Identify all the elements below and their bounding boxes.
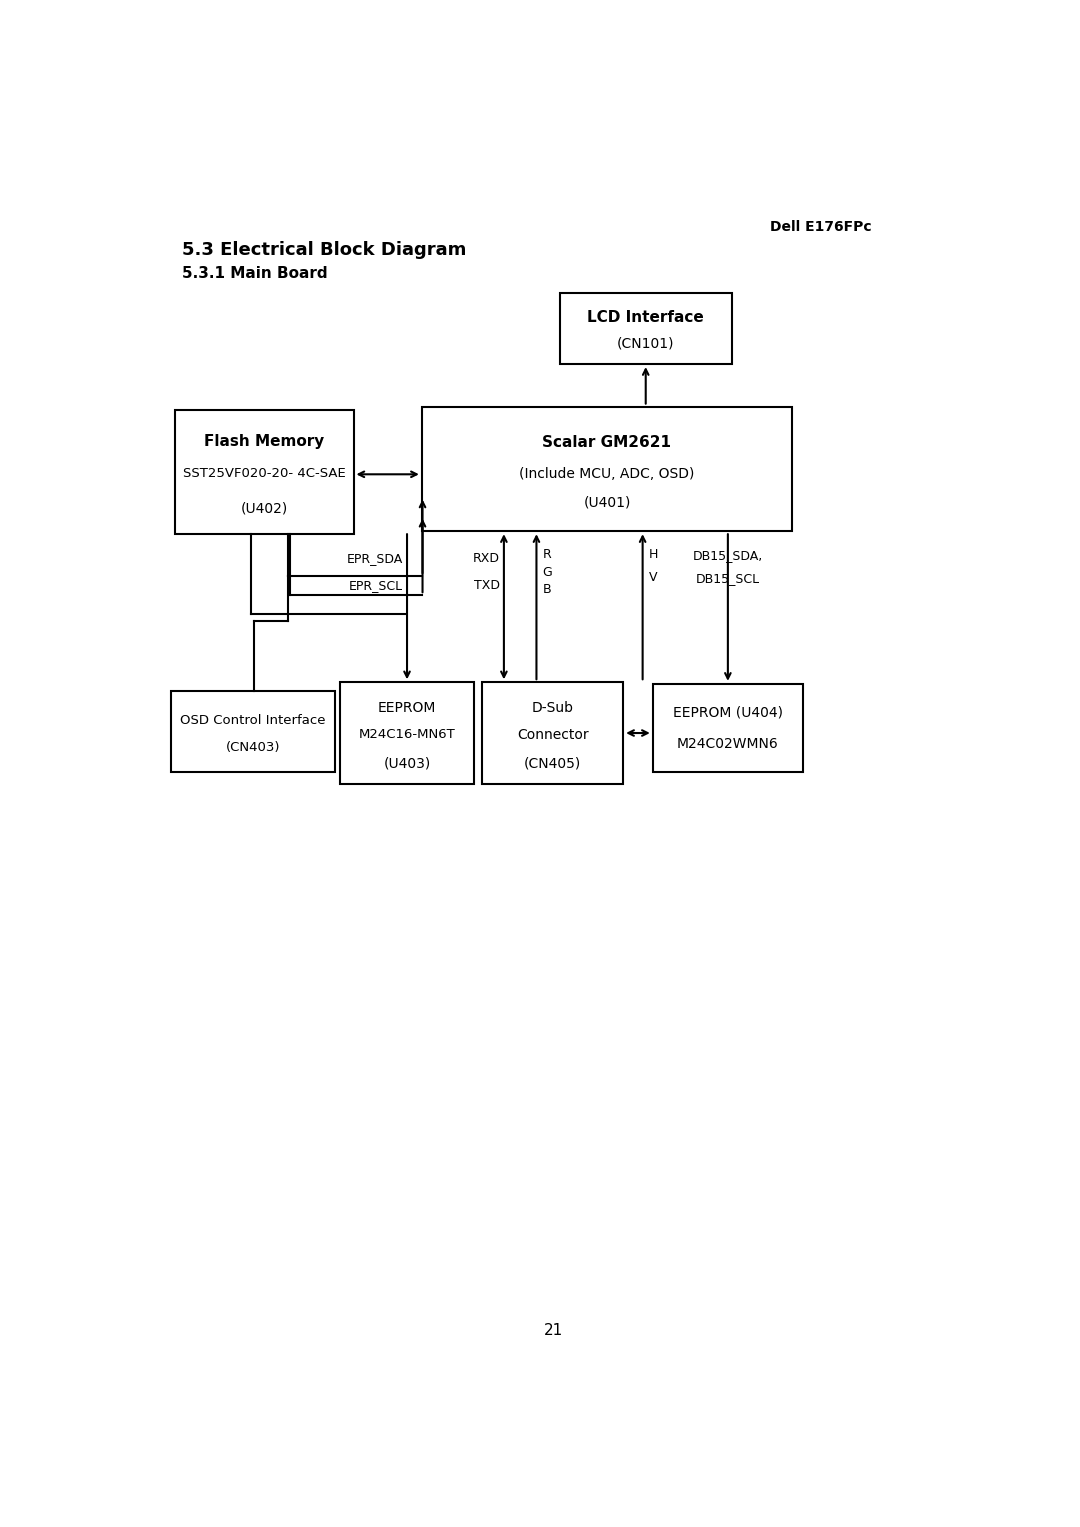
Text: (Include MCU, ADC, OSD): (Include MCU, ADC, OSD) <box>519 467 694 481</box>
Text: SST25VF020-20- 4C-SAE: SST25VF020-20- 4C-SAE <box>183 467 346 479</box>
Bar <box>482 683 623 783</box>
Bar <box>175 411 353 533</box>
Text: TXD: TXD <box>474 579 500 591</box>
Text: G: G <box>542 565 552 579</box>
Text: 5.3 Electrical Block Diagram: 5.3 Electrical Block Diagram <box>181 241 465 260</box>
Text: EPR_SCL: EPR_SCL <box>349 579 403 591</box>
Bar <box>172 692 335 773</box>
Bar <box>339 683 474 783</box>
Text: LCD Interface: LCD Interface <box>588 310 704 325</box>
Text: 5.3.1 Main Board: 5.3.1 Main Board <box>181 266 327 281</box>
Text: B: B <box>542 583 551 597</box>
Text: 21: 21 <box>544 1322 563 1338</box>
Text: V: V <box>649 571 658 583</box>
Text: D-Sub: D-Sub <box>531 701 573 715</box>
Text: Flash Memory: Flash Memory <box>204 434 325 449</box>
Text: M24C16-MN6T: M24C16-MN6T <box>359 728 456 741</box>
Text: EEPROM: EEPROM <box>378 701 436 715</box>
Text: (U402): (U402) <box>241 502 288 516</box>
Text: DB15_SCL: DB15_SCL <box>696 573 760 585</box>
Text: Scalar GM2621: Scalar GM2621 <box>542 435 672 450</box>
Text: (U403): (U403) <box>383 757 431 771</box>
Bar <box>559 293 732 365</box>
Text: R: R <box>542 548 552 560</box>
Bar <box>652 684 804 771</box>
Text: M24C02WMN6: M24C02WMN6 <box>677 738 779 751</box>
Text: Connector: Connector <box>517 727 589 742</box>
Text: DB15_SDA,: DB15_SDA, <box>692 550 762 562</box>
Text: (CN101): (CN101) <box>617 336 675 350</box>
Text: Dell E176FPc: Dell E176FPc <box>770 220 872 234</box>
Bar <box>422 406 793 531</box>
Text: OSD Control Interface: OSD Control Interface <box>180 715 325 727</box>
Text: EEPROM (U404): EEPROM (U404) <box>673 705 783 721</box>
Text: (CN405): (CN405) <box>524 757 581 771</box>
Text: (U401): (U401) <box>583 496 631 510</box>
Text: H: H <box>649 548 658 560</box>
Text: (CN403): (CN403) <box>226 741 280 754</box>
Text: EPR_SDA: EPR_SDA <box>347 551 403 565</box>
Text: RXD: RXD <box>473 551 500 565</box>
